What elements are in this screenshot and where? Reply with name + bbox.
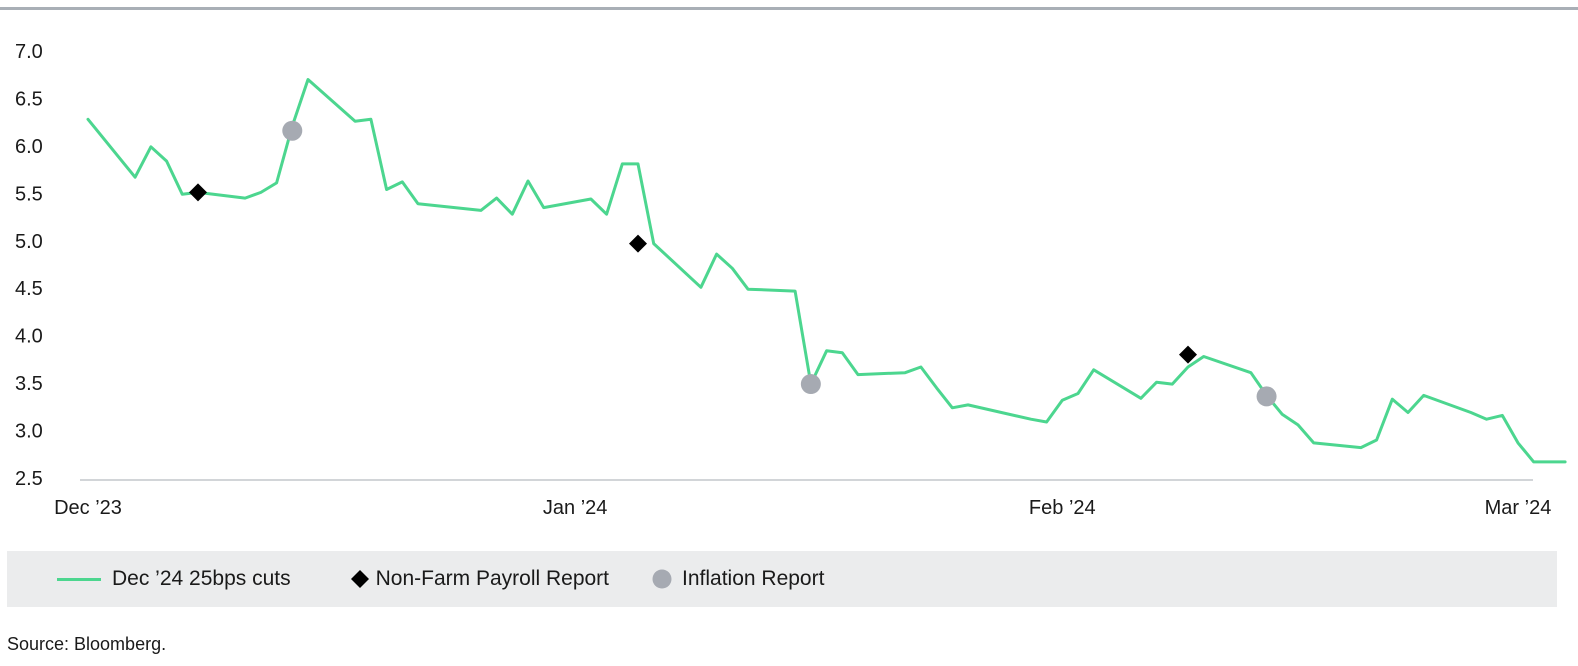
x-tick-label: Mar ’24: [1485, 497, 1552, 519]
chart-plot: 7.0 6.5 6.0 5.5 5.0 4.5 4.0 3.5 3.0 2.5 Dec ’23 Ja…: [15, 41, 1567, 519]
y-tick-label: 3.5: [15, 373, 43, 395]
y-tick-label: 2.5: [15, 468, 43, 490]
top-rule: [0, 7, 1578, 10]
marker-layer: [189, 120, 1277, 407]
legend-line-swatch: [57, 577, 101, 581]
y-axis: 7.0 6.5 6.0 5.5 5.0 4.5 4.0 3.5 3.0 2.5: [15, 41, 43, 490]
inflation-marker: [282, 120, 303, 141]
y-tick-label: 6.0: [15, 136, 43, 158]
legend-inflation-label: Inflation Report: [682, 567, 825, 590]
source-note: Source: Bloomberg.: [7, 634, 167, 654]
legend-nfp-label: Non-Farm Payroll Report: [375, 567, 610, 590]
nfp-marker: [1179, 345, 1197, 364]
x-axis: Dec ’23 Jan ’24 Feb ’24 Mar ’24: [54, 497, 1551, 519]
legend-item-inflation: Inflation Report: [609, 567, 824, 591]
legend-line-label: Dec ’24 25bps cuts: [112, 567, 291, 590]
diamond-icon: [350, 570, 369, 588]
legend-item-line: Dec ’24 25bps cuts: [7, 567, 291, 591]
x-tick-label: Feb ’24: [1029, 497, 1096, 519]
circle-icon: [652, 569, 672, 589]
nfp-marker: [189, 183, 207, 202]
legend-item-nfp: Non-Farm Payroll Report: [291, 567, 609, 591]
y-tick-label: 6.5: [15, 88, 43, 110]
y-tick-label: 3.0: [15, 421, 43, 443]
series-line: [86, 78, 1567, 464]
x-tick-label: Jan ’24: [543, 497, 608, 519]
y-tick-label: 4.0: [15, 326, 43, 348]
series-layer: [86, 78, 1567, 464]
x-tick-label: Dec ’23: [54, 497, 122, 519]
y-tick-label: 7.0: [15, 41, 43, 63]
inflation-marker: [1256, 386, 1277, 407]
y-tick-label: 5.0: [15, 231, 43, 253]
y-tick-label: 4.5: [15, 278, 43, 300]
nfp-marker: [629, 234, 647, 253]
legend: Dec ’24 25bps cuts Non-Farm Payroll Repo…: [7, 551, 1557, 607]
inflation-marker: [800, 374, 821, 395]
y-tick-label: 5.5: [15, 183, 43, 205]
